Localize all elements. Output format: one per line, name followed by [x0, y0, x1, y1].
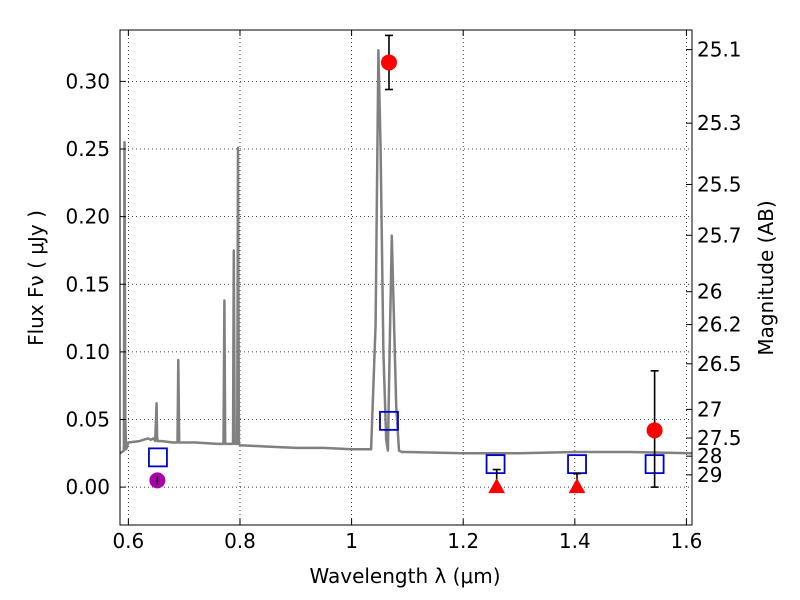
- model-photometry-square: [148, 447, 168, 468]
- right-tick-label: 25.7: [697, 223, 742, 247]
- y-tick-label: 0.00: [65, 475, 110, 499]
- x-tick-label: 0.6: [112, 529, 144, 553]
- right-tick-label: 25.3: [697, 111, 742, 135]
- right-tick-label: 27: [697, 397, 722, 421]
- x-tick-label: 1.2: [447, 529, 479, 553]
- right-tick-label: 25.1: [697, 38, 742, 62]
- y-tick-label: 0.15: [65, 272, 110, 296]
- plot-frame: [119, 29, 693, 526]
- y-axis-right-title: Magnitude (AB): [754, 200, 778, 355]
- y-tick-label: 0.10: [65, 340, 110, 364]
- photometry-layer: [148, 34, 665, 494]
- right-tick-label: 27.5: [697, 426, 742, 450]
- x-tick-label: 1.6: [671, 529, 703, 553]
- x-tick-label: 1: [345, 529, 358, 553]
- model-photometry-square: [379, 410, 399, 431]
- detection-point: [646, 422, 663, 439]
- y-axis-title: Flux Fν ( μJy ): [24, 210, 48, 346]
- upper-limit-triangle: [488, 478, 506, 494]
- model-spectrum-layer: [119, 49, 693, 455]
- model-photometry-square: [485, 454, 506, 475]
- model-photometry-square: [567, 454, 587, 475]
- right-tick-label: 29: [697, 463, 722, 487]
- x-axis-title: Wavelength λ (μm): [309, 564, 500, 588]
- y-tick-label: 0.20: [65, 205, 110, 229]
- right-tick-label: 26.2: [697, 313, 742, 337]
- right-tick-label: 26.5: [697, 352, 742, 376]
- x-tick-label: 0.8: [224, 529, 256, 553]
- right-tick-label: 25.5: [697, 172, 742, 196]
- right-tick-label: 26: [697, 280, 722, 304]
- y-tick-label: 0.25: [65, 137, 110, 161]
- y-tick-label: 0.30: [65, 69, 110, 93]
- x-tick-label: 1.4: [559, 529, 591, 553]
- axis-ticks: 0.6 0.8 1 1.2 1.4 1.6 0.00 0.05 0.10 0.15 0.20 0.25…: [65, 30, 742, 553]
- detection-point: [380, 54, 397, 71]
- model-spectrum-line: [119, 49, 693, 455]
- y-tick-label: 0.05: [65, 408, 110, 432]
- right-tick-label: 28: [697, 444, 722, 468]
- upper-limit-triangle: [568, 478, 586, 494]
